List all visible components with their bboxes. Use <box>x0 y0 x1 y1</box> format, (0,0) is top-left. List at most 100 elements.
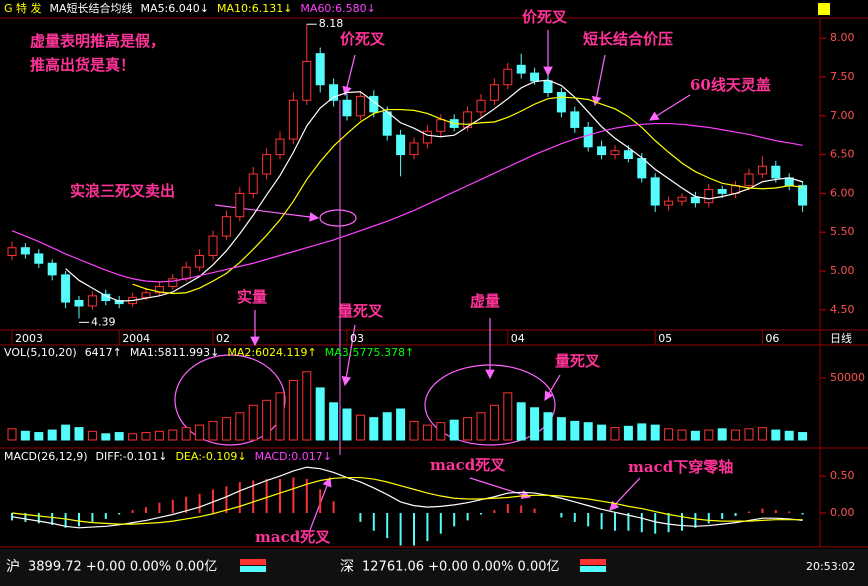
candle-body <box>476 99 486 113</box>
candle-body <box>637 157 647 179</box>
volume-bar <box>74 427 84 441</box>
annotation: macd下穿零轴 <box>628 458 733 476</box>
y-tick-label: 7.50 <box>830 70 855 83</box>
candle-body <box>516 64 526 74</box>
candle-body <box>275 138 285 156</box>
header-item: MA1:5811.993↓ <box>130 346 219 359</box>
candle-body <box>543 80 553 94</box>
candle-body <box>302 60 312 101</box>
candle-body <box>382 111 392 136</box>
volume-bar <box>369 417 379 441</box>
plot: 4.50 5.00 5.50 6.00 6.50 7.00 7.50 8.00 G 特 发 MA短… <box>4 1 865 546</box>
y-tick-label: 0.00 <box>830 506 855 519</box>
candle-body <box>195 254 205 268</box>
candle-body <box>168 278 178 288</box>
volume-bar <box>248 404 258 441</box>
candle-body <box>396 134 406 156</box>
x-tick-label: 02 <box>216 332 230 345</box>
index-label: 深 <box>340 559 354 575</box>
candle-body <box>34 253 44 264</box>
candle-body <box>436 119 446 132</box>
menu-icon[interactable] <box>818 3 830 15</box>
header-item: MA3:5775.378↑ <box>325 346 414 359</box>
y-tick-label: 4.50 <box>830 303 855 316</box>
volume-bar <box>262 399 272 441</box>
y-tick-label: 7.00 <box>830 109 855 122</box>
candle-body <box>221 216 231 237</box>
candle-body <box>757 165 767 175</box>
candle-body <box>7 247 17 256</box>
candle-body <box>489 84 499 101</box>
volume-bar <box>195 424 205 441</box>
volume-bar <box>342 408 352 441</box>
ma-line <box>11 122 803 283</box>
volume-bar <box>623 425 633 441</box>
candle-body <box>704 189 714 204</box>
annotation: 实浪三死叉卖出 <box>70 182 175 200</box>
min-price-label: 4.39 <box>91 315 116 328</box>
annotation: 虚量 <box>470 292 500 310</box>
volume-bar <box>690 430 700 441</box>
volume-bar <box>771 429 781 441</box>
volume-bar <box>516 402 526 441</box>
status-bar: 沪 3899.72 +0.00 0.00% 0.00亿 深 12761.06 +… <box>0 549 868 586</box>
header-item: G 特 发 <box>4 1 42 15</box>
candle-body <box>355 95 365 117</box>
volume-bar <box>355 414 365 441</box>
volume-bar <box>503 392 513 441</box>
volume-bar <box>436 422 446 441</box>
candle-body <box>262 154 272 175</box>
candle-body <box>20 247 30 255</box>
candle-body <box>610 150 620 156</box>
header-item: MACD(26,12,9) <box>4 450 88 463</box>
candle-body <box>422 130 432 144</box>
volume-bar <box>141 432 151 441</box>
candle-body <box>798 185 808 206</box>
candle-body <box>677 196 687 202</box>
x-tick-label: 2003 <box>15 332 43 345</box>
x-tick-label: 04 <box>511 332 525 345</box>
volume-bar <box>717 428 727 441</box>
volume-bar <box>650 424 660 441</box>
volume-bar <box>422 424 432 441</box>
volume-bar <box>637 423 647 441</box>
candle-body <box>583 126 593 148</box>
period-label: 日线 <box>830 331 852 345</box>
volume-bar <box>7 428 17 441</box>
volume-bar <box>288 379 298 441</box>
volume-bar <box>530 407 540 441</box>
annotation: 60线天灵盖 <box>690 76 771 94</box>
volume-bar <box>396 408 406 441</box>
header-item: VOL(5,10,20) <box>4 346 77 359</box>
volume-bar <box>87 430 97 441</box>
x-tick-label: 2004 <box>122 332 150 345</box>
volume-bar <box>744 428 754 441</box>
volume-bar <box>570 420 580 441</box>
volume-bar <box>704 429 714 441</box>
candle-body <box>556 92 566 113</box>
volume-bar <box>798 432 808 441</box>
header-item: MA10:6.131↓ <box>217 2 292 15</box>
header-item: MA5:6.040↓ <box>141 2 209 15</box>
volume-bar <box>543 412 553 441</box>
volume-bar <box>597 424 607 441</box>
volume-bar <box>208 420 218 441</box>
candle-body <box>690 196 700 204</box>
candle-body <box>288 99 298 140</box>
candle-body <box>530 72 540 82</box>
y-tick-label: 0.50 <box>830 469 855 482</box>
volume-bar <box>449 419 459 441</box>
annotation: 量死叉 <box>338 302 384 320</box>
volume-bar <box>664 428 674 441</box>
volume-bar <box>47 429 57 441</box>
highlight-ellipse <box>319 209 357 227</box>
candle-body <box>114 300 124 305</box>
candle-body <box>664 200 674 206</box>
candle-body <box>650 177 660 206</box>
volume-bar <box>583 422 593 441</box>
ma-line <box>65 79 803 302</box>
header-item: MA短长结合均线 <box>50 1 133 15</box>
volume-bar <box>235 412 245 441</box>
y-tick-label: 5.50 <box>830 225 855 238</box>
candle-body <box>409 142 419 156</box>
